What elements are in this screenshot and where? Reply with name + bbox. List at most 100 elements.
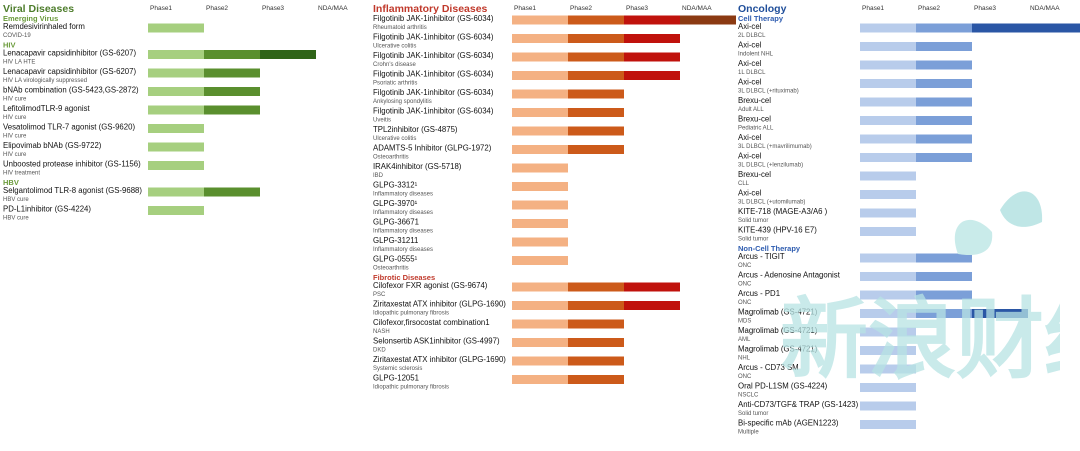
phase-label-2: Phase2 <box>918 5 940 12</box>
bar-phase-1 <box>860 171 916 181</box>
drug-name: Selgantolimod TLR-8 agonist (GS-9688) <box>3 186 142 195</box>
bar-phase-1 <box>512 219 568 228</box>
bar-phase-1 <box>860 346 916 355</box>
bar-phase-2 <box>568 89 624 99</box>
bar-phase-1 <box>860 272 916 281</box>
indication: Inflammatory diseases <box>373 247 433 253</box>
indication: Inflammatory diseases <box>373 229 433 235</box>
indication: Idiopathic pulmonary fibrosis <box>373 385 449 391</box>
drug-name: Oral PD-L1SM (GS-4224) <box>738 382 828 391</box>
drug-name: Axi-cel <box>738 133 762 142</box>
indication: 3L DLBCL (+mavrilimumab) <box>738 144 812 150</box>
section-title: Oncology <box>738 3 787 15</box>
drug-name: Filgotinib JAK-1inhibitor (GS-6034) <box>373 107 494 116</box>
bar-phase-1 <box>512 163 568 173</box>
drug-name: Filgotinib JAK-1inhibitor (GS-6034) <box>373 88 494 97</box>
phase-label-1: Phase1 <box>514 5 536 12</box>
bar-phase-1 <box>860 153 916 162</box>
drug-name: LefitolimodTLR-9 agonist <box>3 104 91 113</box>
bar-phase-1 <box>148 142 204 152</box>
drug-name: Filgotinib JAK-1inhibitor (GS-6034) <box>373 70 494 79</box>
bar-phase-2 <box>204 50 260 59</box>
indication: NHL <box>738 356 751 362</box>
bar-phase-1 <box>148 68 204 78</box>
drug-name: ADAMTS-5 Inhibitor (GLPG-1972) <box>373 144 492 153</box>
drug-name: Remdesivirinhaled form <box>3 22 85 31</box>
indication: 2L DLBCL <box>738 33 766 39</box>
drug-name: Axi-cel <box>738 78 762 87</box>
indication: Psoriatic arthritis <box>373 81 417 87</box>
drug-name: KITE-718 (MAGE-A3/A6 ) <box>738 207 828 216</box>
drug-name: Lenacapavir capsidinhibitor (GS-6207) <box>3 67 136 76</box>
indication: DKD <box>373 348 386 354</box>
bar-phase-2 <box>916 253 972 263</box>
drug-name: GLPG-31211 <box>373 236 418 245</box>
bar-phase-1 <box>860 23 916 33</box>
drug-name: Elipovimab bNAb (GS-9722) <box>3 141 102 150</box>
indication: Solid tumor <box>738 411 768 417</box>
bar-phase-1 <box>860 309 916 318</box>
indication: Adult ALL <box>738 107 764 113</box>
subsection-title: Cell Therapy <box>738 14 784 23</box>
drug-name: Magrolimab (GS-4721) <box>738 308 818 317</box>
bar-phase-1 <box>148 50 204 59</box>
phase-label-2: Phase2 <box>570 5 592 12</box>
indication: Pediatric ALL <box>738 126 774 132</box>
bar-phase-1 <box>148 161 204 170</box>
bar-phase-1 <box>148 187 204 197</box>
phase-label-1: Phase1 <box>862 5 884 12</box>
section-title: Viral Diseases <box>3 3 74 15</box>
bar-phase-2 <box>916 42 972 51</box>
bar-phase-2 <box>568 338 624 347</box>
bar-phase-2 <box>916 116 972 125</box>
drug-name: Filgotinib JAK-1inhibitor (GS-6034) <box>373 51 494 60</box>
bar-phase-4 <box>680 15 736 25</box>
bar-phase-3 <box>624 34 680 43</box>
bar-phase-1 <box>512 182 568 191</box>
drug-name: Axi-cel <box>738 152 762 161</box>
drug-name: Cilofexor,firsocostat combination1 <box>373 318 490 327</box>
bar-phase-2 <box>916 97 972 107</box>
subsection-title: HIV <box>3 41 16 50</box>
bar-phase-1 <box>512 89 568 99</box>
indication: 1L DLBCL <box>738 70 766 76</box>
drug-name: GLPG-3312¹ <box>373 181 418 190</box>
bar-phase-2 <box>204 68 260 78</box>
drug-name: GLPG-0555¹ <box>373 255 418 264</box>
bar-phase-1 <box>512 282 568 292</box>
indication: HIV LA virologically suppressed <box>3 78 87 84</box>
indication: HIV cure <box>3 134 27 140</box>
bar-phase-1 <box>512 338 568 347</box>
bar-phase-1 <box>512 200 568 210</box>
indication: ONC <box>738 374 752 380</box>
indication: HIV LA HTE <box>3 60 35 66</box>
bar-phase-2 <box>568 375 624 384</box>
bar-phase-1 <box>860 253 916 263</box>
bar-phase-1 <box>860 208 916 218</box>
subsection-title: Emerging Virus <box>3 14 58 23</box>
drug-name: Ziritaxestat ATX inhibitor (GLPG-1690) <box>373 300 506 309</box>
indication: Ulcerative colitis <box>373 44 416 50</box>
drug-name: GLPG-3970¹ <box>373 199 418 208</box>
drug-name: TPL2inhibitor (GS-4875) <box>373 125 458 134</box>
indication: Multiple <box>738 430 759 436</box>
bar-phase-1 <box>512 15 568 25</box>
indication: PSC <box>373 292 386 298</box>
indication: 3L DLBCL (+lenzilumab) <box>738 163 803 169</box>
panel-infl: Phase1 Phase2 Phase3 NDA/MAA Inflammatory Di… <box>373 3 736 391</box>
bar-phase-3 <box>624 282 680 292</box>
bar-phase-2 <box>916 60 972 70</box>
bar-phase-2 <box>204 187 260 197</box>
phase-label-4: NDA/MAA <box>318 5 348 12</box>
drug-name: Arcus - Adenosine Antagonist <box>738 271 841 280</box>
bar-phase-1 <box>148 206 204 215</box>
indication: ONC <box>738 282 752 288</box>
bar-phase-2 <box>568 15 624 25</box>
bar-phase-2 <box>568 301 624 310</box>
indication: Inflammatory diseases <box>373 210 433 216</box>
bar-phase-1 <box>512 126 568 136</box>
bar-phase-1 <box>860 227 916 236</box>
subsection-title: Fibrotic Diseases <box>373 273 435 282</box>
indication: Osteoarthritis <box>373 266 409 272</box>
